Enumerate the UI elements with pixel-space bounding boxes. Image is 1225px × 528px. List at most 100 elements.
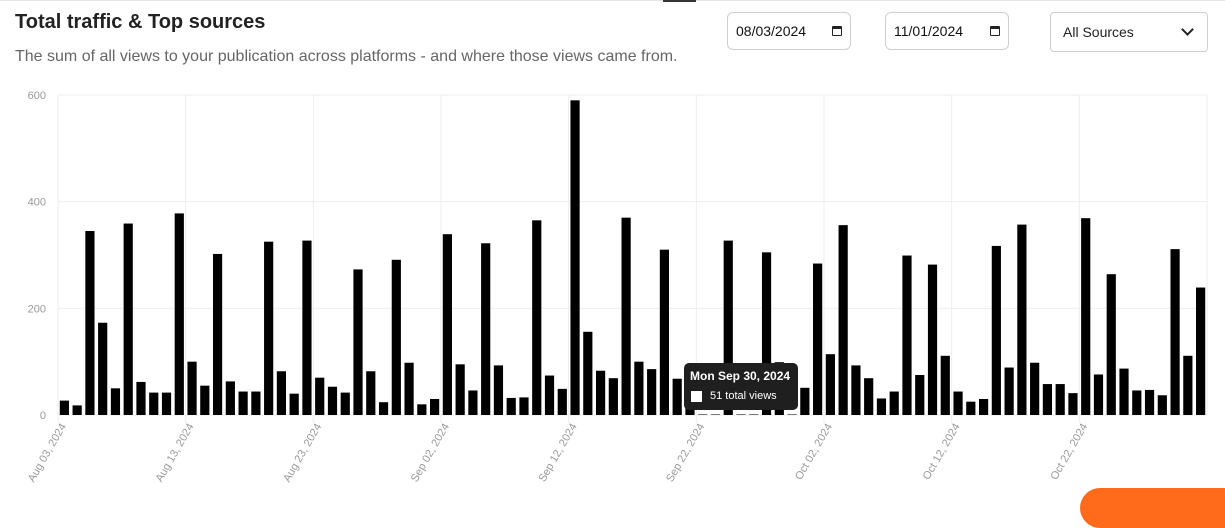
bar[interactable]	[481, 243, 491, 415]
bar[interactable]	[621, 217, 631, 415]
bar[interactable]	[59, 400, 69, 415]
start-date-input[interactable]: 08/03/2024	[727, 12, 851, 50]
bar[interactable]	[1030, 362, 1040, 415]
bar[interactable]	[889, 391, 899, 415]
bar[interactable]	[736, 414, 746, 415]
bar[interactable]	[123, 223, 133, 415]
bar[interactable]	[851, 365, 861, 415]
bar[interactable]	[149, 392, 159, 415]
bar[interactable]	[876, 398, 887, 415]
bar[interactable]	[1170, 249, 1180, 415]
bar[interactable]	[864, 378, 874, 415]
bar[interactable]	[1042, 384, 1053, 415]
bar[interactable]	[98, 322, 108, 415]
bar[interactable]	[200, 385, 210, 415]
bar[interactable]	[391, 259, 401, 415]
bar[interactable]	[1004, 367, 1014, 415]
bar[interactable]	[1119, 368, 1129, 415]
bar[interactable]	[659, 249, 670, 415]
bar[interactable]	[991, 245, 1001, 415]
bar[interactable]	[940, 355, 950, 415]
bar[interactable]	[570, 100, 580, 415]
bar[interactable]	[366, 371, 376, 415]
bar[interactable]	[710, 414, 721, 415]
bar[interactable]	[749, 414, 759, 415]
bar[interactable]	[1068, 393, 1078, 415]
bar[interactable]	[340, 392, 350, 415]
x-tick-label: Aug 13, 2024	[154, 422, 197, 485]
bar[interactable]	[1017, 224, 1027, 415]
bar[interactable]	[72, 405, 82, 415]
bar[interactable]	[455, 364, 465, 415]
calendar-icon[interactable]	[990, 26, 1000, 36]
bar[interactable]	[813, 263, 823, 415]
bar[interactable]	[238, 391, 248, 415]
bar[interactable]	[225, 381, 235, 415]
bar[interactable]	[404, 362, 414, 415]
source-select[interactable]: All Sources	[1050, 12, 1208, 52]
bar[interactable]	[583, 331, 593, 415]
bar[interactable]	[1183, 355, 1193, 415]
bar[interactable]	[698, 414, 708, 415]
bar[interactable]	[1093, 374, 1104, 415]
bar[interactable]	[978, 399, 989, 415]
bar[interactable]	[608, 378, 618, 415]
bar[interactable]	[1055, 384, 1065, 415]
bar[interactable]	[634, 361, 644, 415]
end-date-input[interactable]: 11/01/2024	[885, 12, 1009, 50]
bar[interactable]	[110, 388, 121, 415]
bar[interactable]	[493, 365, 504, 415]
bar[interactable]	[506, 397, 516, 415]
bar[interactable]	[800, 387, 810, 415]
bar[interactable]	[953, 391, 963, 415]
bar[interactable]	[544, 375, 555, 415]
bar[interactable]	[442, 234, 452, 415]
bar[interactable]	[1081, 218, 1091, 415]
bar[interactable]	[212, 253, 223, 415]
bar[interactable]	[966, 401, 976, 415]
bar[interactable]	[417, 404, 427, 415]
floating-action-button[interactable]	[1080, 488, 1225, 528]
bar[interactable]	[276, 371, 287, 415]
bar[interactable]	[519, 397, 529, 415]
bar[interactable]	[174, 213, 184, 415]
bar[interactable]	[647, 369, 657, 415]
bar[interactable]	[1157, 395, 1167, 415]
bar[interactable]	[1106, 274, 1116, 415]
bar[interactable]	[1196, 287, 1206, 415]
bar[interactable]	[838, 225, 848, 415]
end-date-value: 11/01/2024	[894, 23, 964, 39]
bar[interactable]	[723, 240, 733, 415]
bar[interactable]	[378, 402, 389, 415]
bar[interactable]	[315, 377, 325, 415]
bar[interactable]	[161, 392, 172, 415]
bar[interactable]	[302, 240, 312, 415]
bar[interactable]	[902, 255, 912, 415]
bar[interactable]	[1144, 389, 1155, 415]
bar[interactable]	[532, 220, 542, 415]
bar[interactable]	[825, 354, 835, 415]
bar[interactable]	[468, 390, 478, 415]
bar[interactable]	[557, 388, 567, 415]
bar[interactable]	[264, 241, 274, 415]
start-date-value: 08/03/2024	[736, 23, 807, 39]
bar[interactable]	[915, 375, 925, 415]
bar[interactable]	[927, 264, 938, 415]
calendar-icon[interactable]	[832, 26, 842, 36]
tooltip-value: 51 total views	[710, 390, 777, 402]
tooltip-swatch	[691, 390, 702, 402]
bar[interactable]	[136, 381, 146, 415]
bar[interactable]	[289, 393, 299, 415]
bar[interactable]	[353, 269, 363, 415]
bar[interactable]	[787, 414, 797, 415]
chart-tooltip: Mon Sep 30, 2024 51 total views	[684, 363, 798, 410]
bar[interactable]	[187, 361, 197, 415]
bar[interactable]	[327, 386, 338, 415]
bar[interactable]	[672, 378, 682, 415]
bar[interactable]	[251, 391, 261, 415]
bar[interactable]	[595, 370, 606, 415]
bar[interactable]	[761, 252, 772, 415]
bar[interactable]	[85, 231, 95, 415]
bar[interactable]	[430, 399, 440, 415]
bar[interactable]	[1132, 390, 1142, 415]
